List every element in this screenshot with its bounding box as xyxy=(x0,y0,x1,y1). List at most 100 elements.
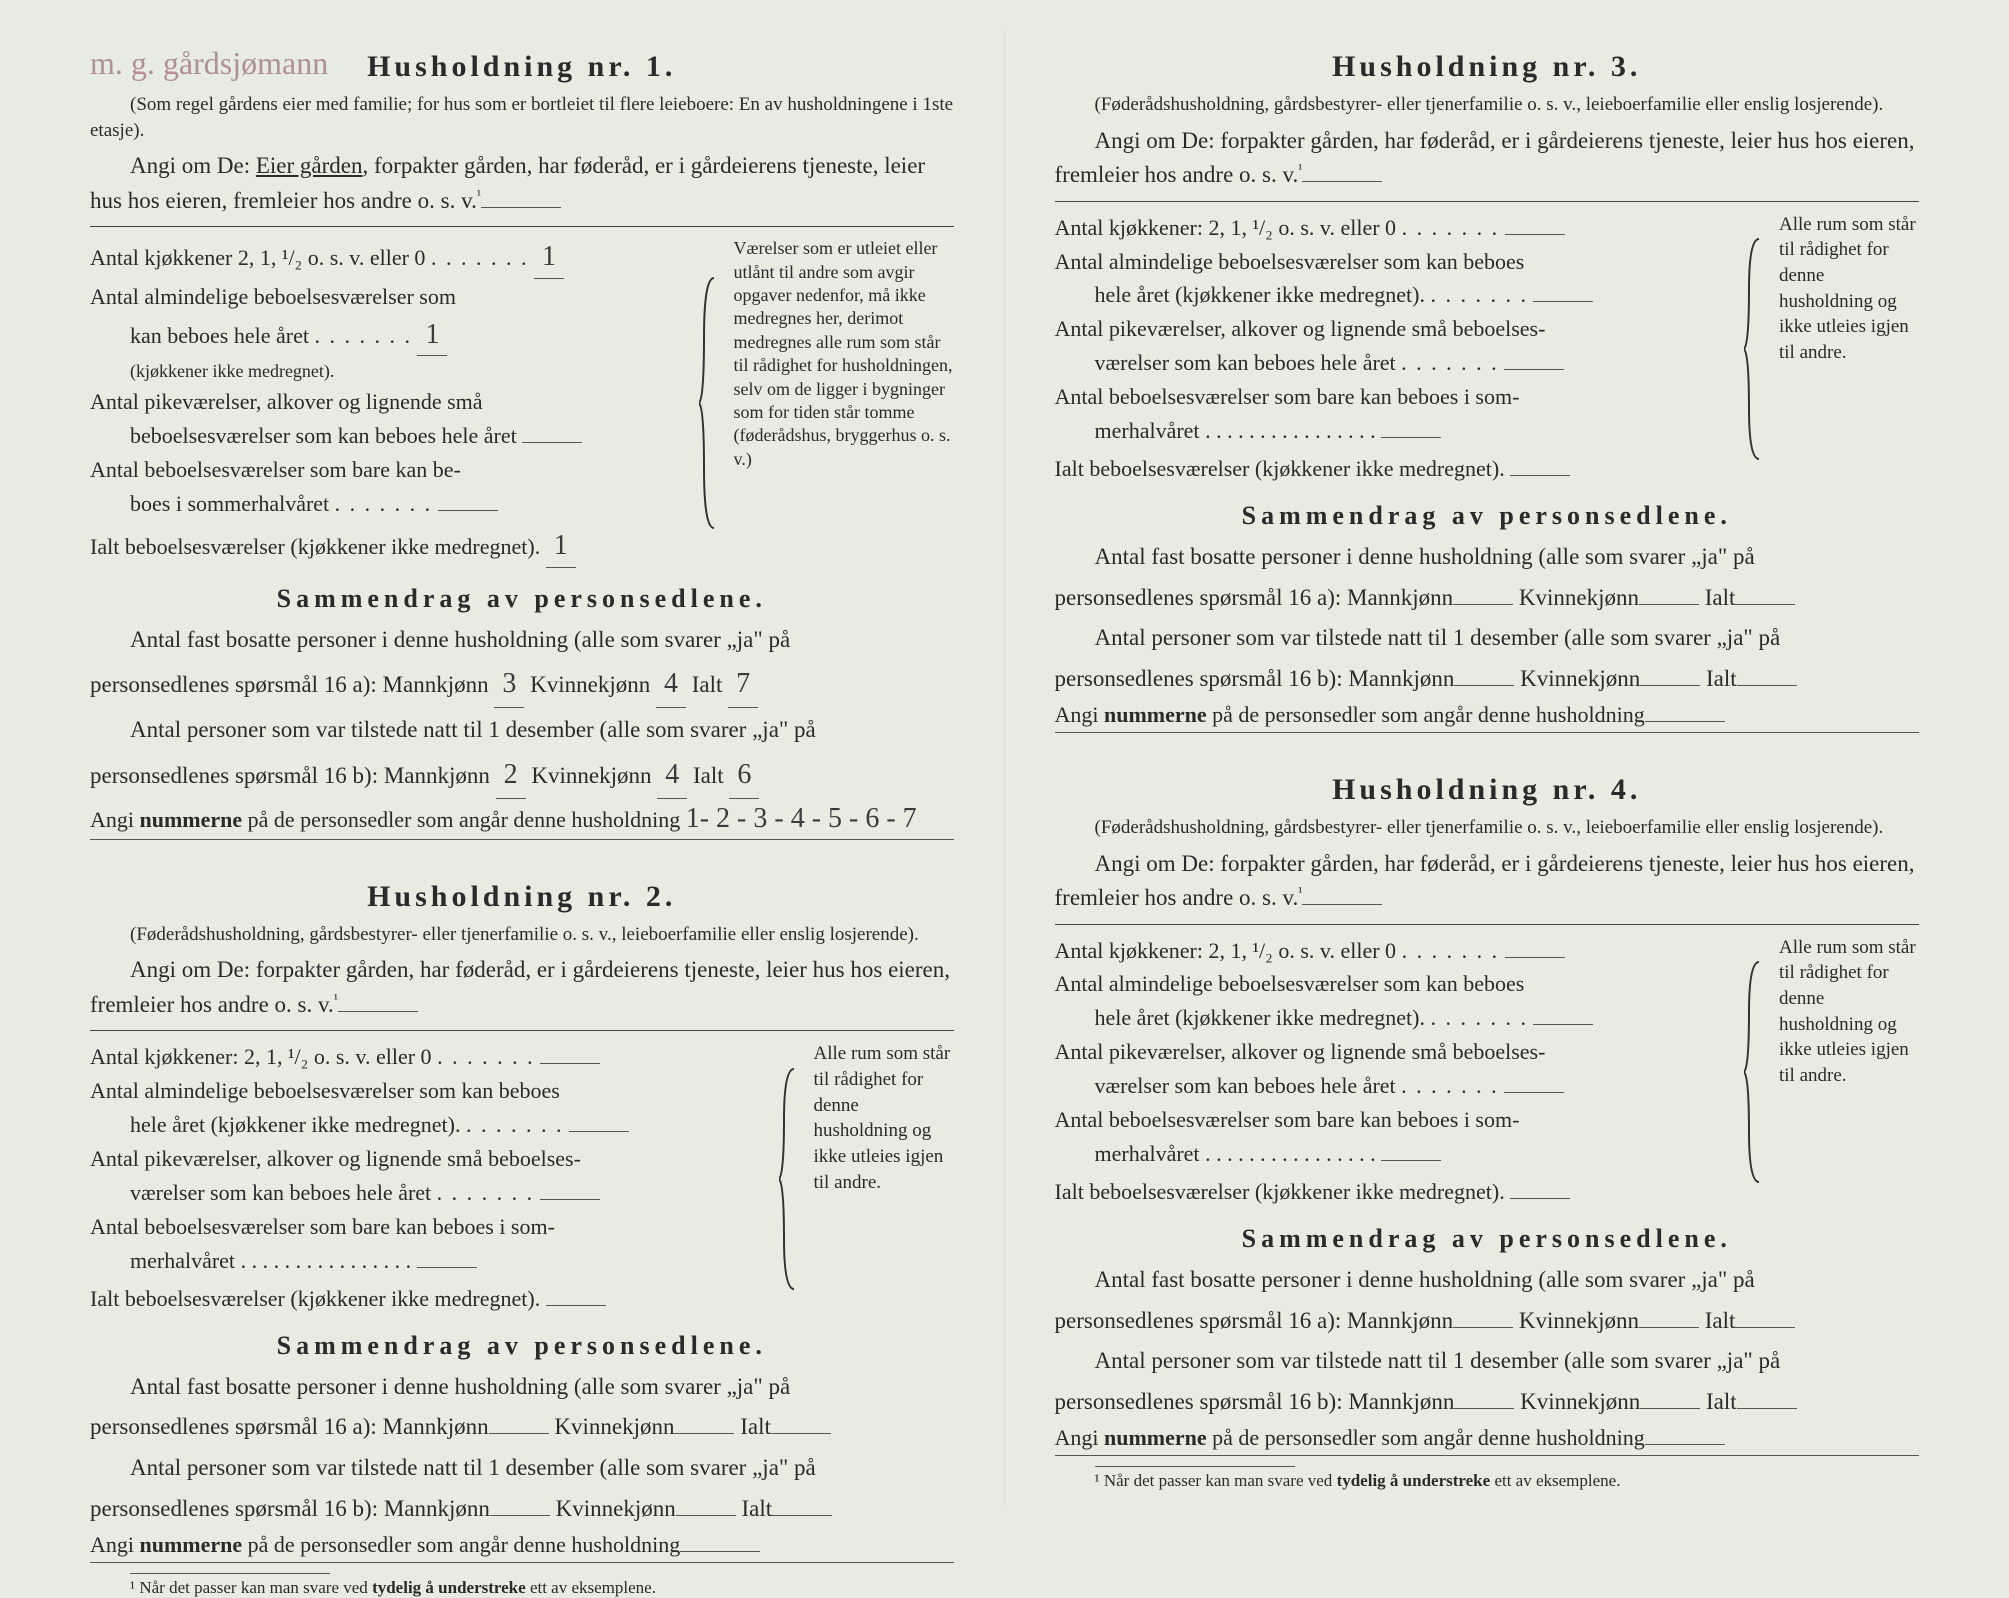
left-page: m. g. gårdsjømann Husholdning nr. 1. (So… xyxy=(40,30,1005,1506)
kvinne-label: Kvinnekjønn xyxy=(1520,666,1640,691)
val-almindelige: 1 xyxy=(417,315,447,357)
room-line: værelser som kan beboes hele året xyxy=(130,1180,431,1205)
summary-1b-2: personsedlenes spørsmål 16 a): Mannkjønn… xyxy=(90,1409,954,1446)
angi-val: 1- 2 - 3 - 4 - 5 - 6 - 7 xyxy=(686,803,917,835)
brace-1 xyxy=(699,237,719,569)
summary-line-prefix: personsedlenes spørsmål 16 b): xyxy=(90,763,378,788)
divider xyxy=(90,226,954,227)
summary-2a-3: Antal personer som var tilstede natt til… xyxy=(1055,620,1920,657)
val-k-a: 4 xyxy=(656,662,686,708)
divider xyxy=(1055,924,1920,925)
summary-title-3: Sammendrag av personsedlene. xyxy=(1055,501,1920,531)
room-line: Antal kjøkkener: 2, 1, ¹/₂ o. s. v. elle… xyxy=(1055,938,1397,963)
household-3-angi: Angi om De: forpakter gården, har føderå… xyxy=(1055,124,1920,193)
room-section-4: Antal kjøkkener: 2, 1, ¹/₂ o. s. v. elle… xyxy=(1055,935,1920,1210)
room-line: merhalvåret xyxy=(1095,418,1200,443)
room-line: Antal kjøkkener: 2, 1, ¹/₂ o. s. v. elle… xyxy=(1055,215,1397,240)
room-right-2: Alle rum som står til rådighet for denne… xyxy=(814,1041,954,1316)
household-2-angi: Angi om De: forpakter gården, har føderå… xyxy=(90,953,954,1022)
angi-num-2: Angi nummerne på de personsedler som ang… xyxy=(90,1532,954,1563)
ialt-label: Ialt xyxy=(693,763,724,788)
ialt-label: Ialt xyxy=(1705,1308,1736,1333)
household-2: Husholdning nr. 2. (Føderådshusholdning,… xyxy=(90,880,954,1598)
room-line: værelser som kan beboes hele året xyxy=(1095,350,1396,375)
summary-2b: personsedlenes spørsmål 16 b): Mannkjønn… xyxy=(90,753,954,799)
footnote-right: ¹ Når det passer kan man svare ved tydel… xyxy=(1055,1471,1920,1491)
val-kjokkener: 1 xyxy=(534,237,564,279)
household-3-title: Husholdning nr. 3. xyxy=(1055,50,1920,84)
household-2-note: (Føderådshusholdning, gårdsbestyrer- ell… xyxy=(90,922,954,948)
room-left-4: Antal kjøkkener: 2, 1, ¹/₂ o. s. v. elle… xyxy=(1055,935,1730,1210)
divider xyxy=(1055,201,1920,202)
room-right-3: Alle rum som står til rådighet for denne… xyxy=(1779,212,1919,487)
room-line: Antal pikeværelser, alkover og lignende … xyxy=(90,386,684,418)
room-section-3: Antal kjøkkener: 2, 1, ¹/₂ o. s. v. elle… xyxy=(1055,212,1920,487)
room-section-2: Antal kjøkkener: 2, 1, ¹/₂ o. s. v. elle… xyxy=(90,1041,954,1316)
summary-1b-4: personsedlenes spørsmål 16 a): Mannkjønn… xyxy=(1055,1303,1920,1340)
angi-num-3: Angi nummerne på de personsedler som ang… xyxy=(1055,702,1920,733)
angi-underlined: Eier gården xyxy=(256,153,363,178)
ialt-label: Ialt xyxy=(692,672,723,697)
angi-num-4: Angi nummerne på de personsedler som ang… xyxy=(1055,1425,1920,1456)
room-line: Antal kjøkkener: 2, 1, ¹/₂ o. s. v. elle… xyxy=(90,1044,432,1069)
angi-prefix: Angi om De: xyxy=(1095,128,1215,153)
room-left-1: Antal kjøkkener 2, 1, ¹/₂ o. s. v. eller… xyxy=(90,237,684,569)
ialt-label: Ialt xyxy=(740,1414,771,1439)
room-line: Ialt beboelsesværelser (kjøkkener ikke m… xyxy=(1055,456,1505,481)
household-4: Husholdning nr. 4. (Føderådshusholdning,… xyxy=(1055,773,1920,1491)
room-line: Antal almindelige beboelsesværelser som xyxy=(90,281,684,313)
room-line: Ialt beboelsesværelser (kjøkkener ikke m… xyxy=(90,534,540,559)
household-4-note: (Føderådshusholdning, gårdsbestyrer- ell… xyxy=(1055,815,1920,841)
brace-3 xyxy=(1744,212,1764,487)
summary-title-4: Sammendrag av personsedlene. xyxy=(1055,1224,1920,1254)
angi-prefix: Angi om De: xyxy=(130,957,250,982)
summary-title-2: Sammendrag av personsedlene. xyxy=(90,1331,954,1361)
summary-2b-3: personsedlenes spørsmål 16 b): Mannkjønn… xyxy=(1055,661,1920,698)
room-line: hele året (kjøkkener ikke medregnet). xyxy=(1095,1005,1425,1030)
summary-line-prefix: personsedlenes spørsmål 16 a): xyxy=(90,1414,377,1439)
room-right-1: Værelser som er utleiet eller utlånt til… xyxy=(734,237,954,569)
room-line: Antal beboelsesværelser som bare kan beb… xyxy=(1055,1104,1730,1136)
room-section-1: Antal kjøkkener 2, 1, ¹/₂ o. s. v. eller… xyxy=(90,237,954,569)
household-1-note: (Som regel gårdens eier med familie; for… xyxy=(90,92,954,143)
room-line: (kjøkkener ikke medregnet). xyxy=(90,358,684,384)
household-3-note: (Føderådshusholdning, gårdsbestyrer- ell… xyxy=(1055,92,1920,118)
val-ialt: 1 xyxy=(546,526,576,568)
summary-line-prefix: personsedlenes spørsmål 16 b): xyxy=(1055,666,1343,691)
summary-line-prefix: personsedlenes spørsmål 16 a): xyxy=(1055,585,1342,610)
room-right-4: Alle rum som står til rådighet for denne… xyxy=(1779,935,1919,1210)
mann-label: Mannkjønn xyxy=(1347,585,1453,610)
val-k-b: 4 xyxy=(657,753,687,799)
mann-label: Mannkjønn xyxy=(384,1496,490,1521)
room-line: Antal beboelsesværelser som bare kan beb… xyxy=(1055,381,1730,413)
summary-title-1: Sammendrag av personsedlene. xyxy=(90,584,954,614)
summary-1a-4: Antal fast bosatte personer i denne hush… xyxy=(1055,1262,1920,1299)
kvinne-label: Kvinnekjønn xyxy=(530,672,650,697)
room-line: Antal beboelsesværelser som bare kan be- xyxy=(90,454,684,486)
top-handwriting: m. g. gårdsjømann xyxy=(90,45,328,82)
val-i-a: 7 xyxy=(728,662,758,708)
mann-label: Mannkjønn xyxy=(383,672,489,697)
right-page: Husholdning nr. 3. (Føderådshusholdning,… xyxy=(1005,30,1970,1506)
summary-1b: personsedlenes spørsmål 16 a): Mannkjønn… xyxy=(90,662,954,708)
ialt-label: Ialt xyxy=(1706,1389,1737,1414)
room-line: merhalvåret xyxy=(1095,1141,1200,1166)
mann-label: Mannkjønn xyxy=(1348,666,1454,691)
room-line: hele året (kjøkkener ikke medregnet). xyxy=(130,1112,460,1137)
brace-4 xyxy=(1744,935,1764,1210)
room-line: Antal almindelige beboelsesværelser som … xyxy=(1055,968,1730,1000)
summary-2a-2: Antal personer som var tilstede natt til… xyxy=(90,1450,954,1487)
household-3: Husholdning nr. 3. (Føderådshusholdning,… xyxy=(1055,50,1920,733)
summary-1a: Antal fast bosatte personer i denne hush… xyxy=(90,622,954,659)
kvinne-label: Kvinnekjønn xyxy=(556,1496,676,1521)
kvinne-label: Kvinnekjønn xyxy=(1519,585,1639,610)
ialt-label: Ialt xyxy=(742,1496,773,1521)
divider xyxy=(90,1030,954,1031)
household-1: Husholdning nr. 1. (Som regel gårdens ei… xyxy=(90,50,954,840)
household-4-angi: Angi om De: forpakter gården, har føderå… xyxy=(1055,847,1920,916)
mann-label: Mannkjønn xyxy=(383,1414,489,1439)
mann-label: Mannkjønn xyxy=(1347,1308,1453,1333)
summary-line-prefix: personsedlenes spørsmål 16 b): xyxy=(90,1496,378,1521)
summary-line-prefix: personsedlenes spørsmål 16 a): xyxy=(1055,1308,1342,1333)
room-line: værelser som kan beboes hele året xyxy=(1095,1073,1396,1098)
